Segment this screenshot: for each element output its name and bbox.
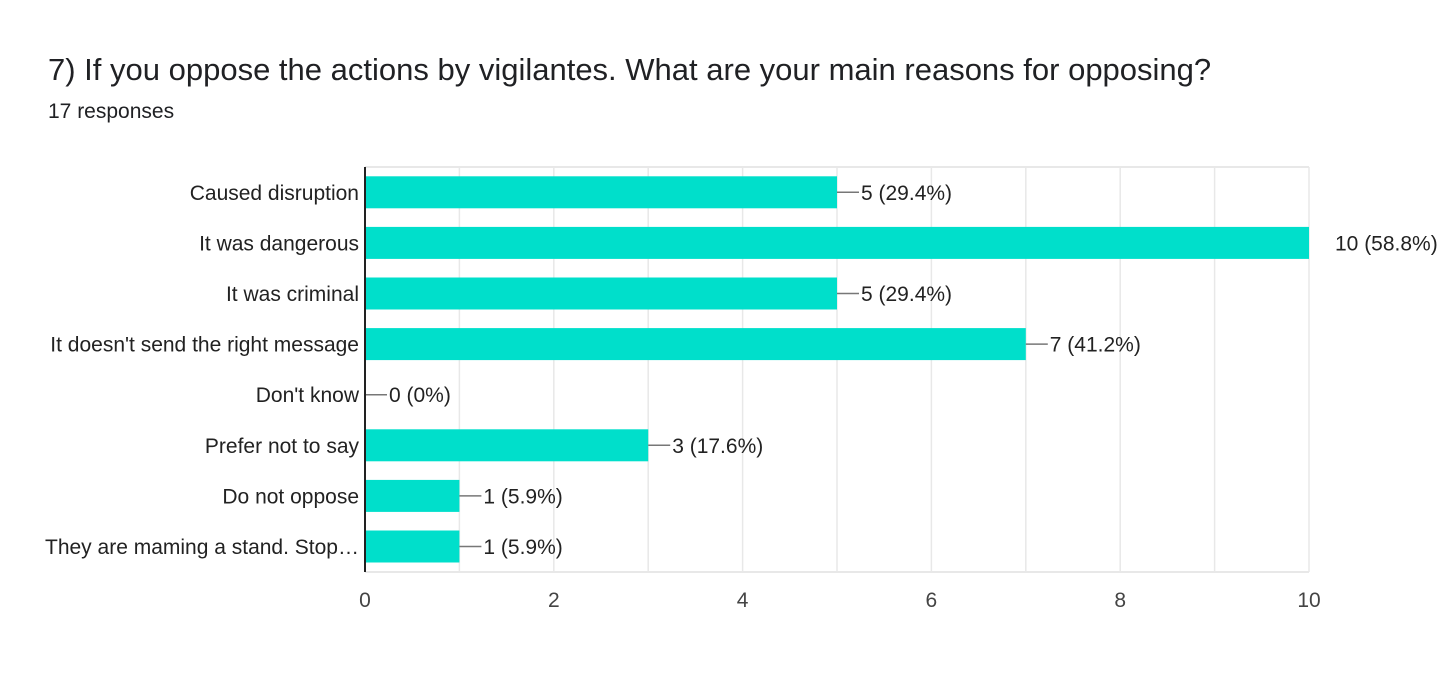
question-title: 7) If you oppose the actions by vigilant… (48, 52, 1212, 87)
response-count: 17 responses (48, 100, 175, 123)
value-label: 5 (29.4%) (861, 182, 952, 205)
value-label: 1 (5.9%) (483, 485, 562, 508)
bar (365, 328, 1026, 361)
value-label: 7 (41.2%) (1050, 334, 1141, 357)
category-label: It doesn't send the right message (50, 334, 359, 357)
category-label: Do not oppose (222, 485, 359, 508)
x-tick-label: 8 (1114, 589, 1126, 612)
value-label: 0 (0%) (389, 384, 451, 407)
x-tick-label: 0 (359, 589, 371, 612)
bar (365, 176, 837, 209)
bar (365, 429, 649, 462)
x-tick-label: 2 (548, 589, 560, 612)
bar (365, 479, 460, 512)
category-label: It was dangerous (199, 232, 359, 255)
x-tick-label: 6 (926, 589, 938, 612)
x-tick-label: 10 (1297, 589, 1320, 612)
bar (365, 530, 460, 563)
category-label: It was criminal (226, 283, 359, 306)
category-label: Prefer not to say (205, 435, 360, 458)
value-label: 10 (58.8%) (1335, 232, 1438, 255)
x-tick-label: 4 (737, 589, 749, 612)
tick-labels: 0 2 4 6 8 10 (359, 589, 1321, 612)
value-label: 5 (29.4%) (861, 283, 952, 306)
bar (365, 277, 837, 310)
leader-lines (365, 191, 1048, 548)
category-label: Don't know (256, 384, 360, 407)
bars (365, 176, 1309, 563)
category-labels: Caused disruption It was dangerous It was … (45, 182, 360, 559)
value-labels: 5 (29.4%) 10 (58.8%) 5 (29.4%) 7 (41.2%) 0 (… (389, 182, 1438, 559)
category-label: Caused disruption (190, 182, 359, 205)
bar (365, 226, 1309, 259)
value-label: 1 (5.9%) (483, 536, 562, 559)
category-label: They are maming a stand. Stop… (45, 536, 359, 559)
value-label: 3 (17.6%) (672, 435, 763, 458)
